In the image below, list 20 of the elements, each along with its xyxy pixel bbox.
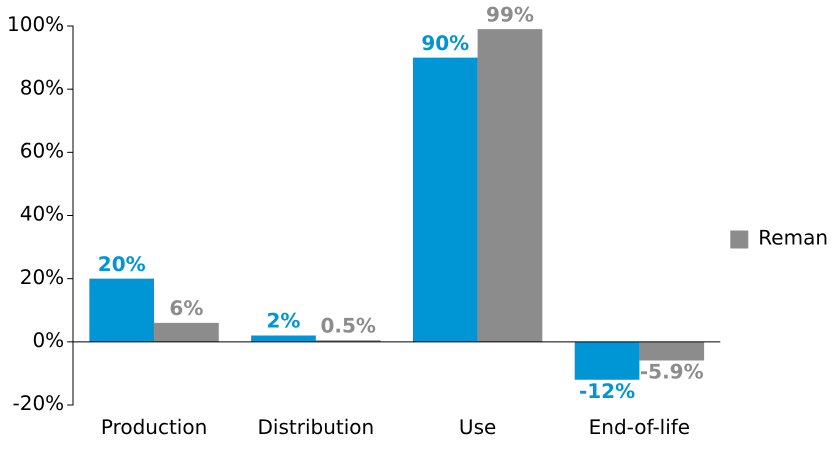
x-tick-label: Production (100, 415, 208, 440)
data-label: 2% (266, 308, 300, 333)
y-tick-label: 60% (20, 138, 64, 163)
data-label: 90% (421, 30, 470, 55)
data-label: -12% (578, 378, 636, 403)
x-tick-label: End-of-life (588, 415, 690, 440)
legend-label: Reman (758, 226, 828, 250)
data-label: 6% (169, 296, 204, 320)
data-label: 20% (98, 252, 146, 276)
y-tick-label: 0% (32, 328, 64, 352)
data-label: -5.9% (640, 360, 704, 384)
y-tick-label: 100% (6, 12, 64, 36)
y-tick-label: -20% (12, 391, 64, 416)
y-tick-label: 80% (20, 75, 64, 100)
data-label: 0.5% (320, 313, 376, 338)
x-tick-label: Use (458, 415, 496, 440)
y-tick-label: 40% (20, 202, 64, 226)
x-tick-label: Distribution (258, 415, 374, 440)
y-tick-label: 20% (20, 264, 64, 289)
data-label: 99% (486, 2, 534, 26)
